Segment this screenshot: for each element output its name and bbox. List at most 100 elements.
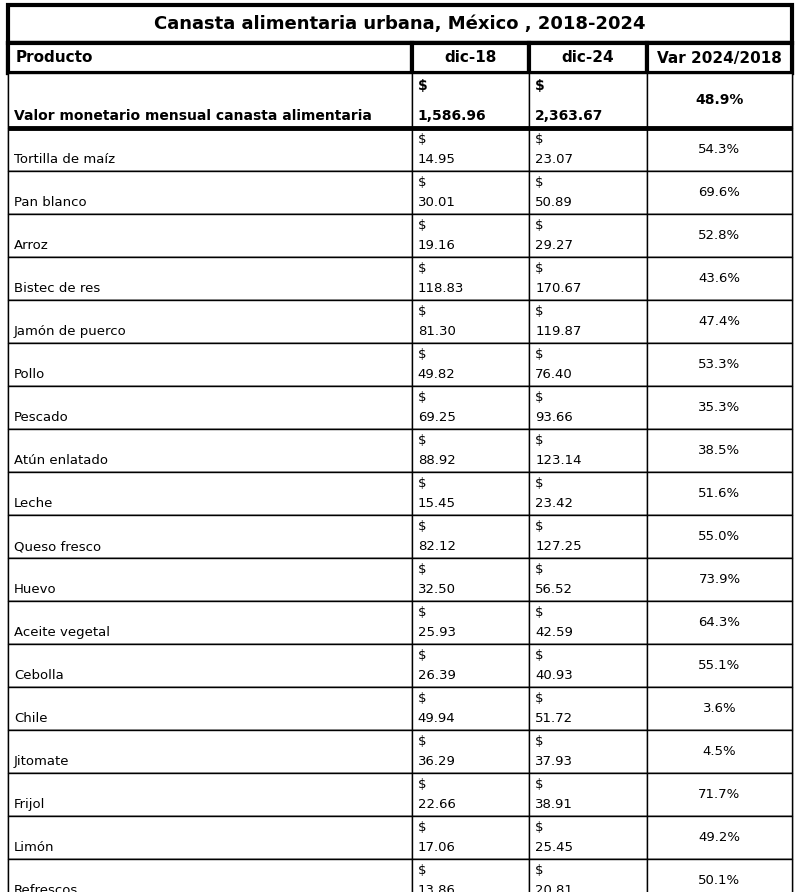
Text: 49.82: 49.82: [418, 368, 455, 381]
Text: 48.9%: 48.9%: [695, 94, 744, 108]
Text: $: $: [418, 176, 426, 189]
Bar: [530, 300, 647, 343]
Text: 30.01: 30.01: [418, 196, 456, 209]
Text: 170.67: 170.67: [535, 282, 582, 295]
Bar: [647, 386, 792, 429]
Bar: [647, 429, 792, 472]
Bar: [8, 343, 792, 386]
Text: 19.16: 19.16: [418, 239, 456, 252]
Text: $: $: [418, 606, 426, 619]
Bar: [412, 43, 530, 73]
Text: 52.8%: 52.8%: [698, 229, 741, 242]
Bar: [412, 816, 530, 859]
Bar: [8, 5, 792, 43]
Text: 55.0%: 55.0%: [698, 530, 741, 543]
Bar: [530, 128, 647, 171]
Bar: [647, 515, 792, 558]
Bar: [412, 773, 530, 816]
Text: 42.59: 42.59: [535, 626, 574, 639]
Bar: [530, 644, 647, 687]
Text: 38.5%: 38.5%: [698, 444, 741, 457]
Text: Frijol: Frijol: [14, 798, 46, 811]
Bar: [412, 429, 530, 472]
Bar: [412, 472, 530, 515]
Bar: [647, 257, 792, 300]
Text: Limón: Limón: [14, 841, 54, 854]
Bar: [412, 343, 530, 386]
Bar: [412, 601, 530, 644]
Bar: [647, 859, 792, 892]
Bar: [412, 515, 530, 558]
Text: $: $: [418, 305, 426, 318]
Text: 73.9%: 73.9%: [698, 573, 741, 586]
Text: 26.39: 26.39: [418, 669, 456, 682]
Text: $: $: [418, 79, 427, 93]
Text: Pollo: Pollo: [14, 368, 46, 381]
Text: $: $: [535, 520, 544, 533]
Text: 119.87: 119.87: [535, 325, 582, 338]
Bar: [647, 128, 792, 171]
Bar: [412, 257, 530, 300]
Text: $: $: [535, 79, 545, 93]
Text: 69.6%: 69.6%: [698, 186, 741, 199]
Text: 127.25: 127.25: [535, 540, 582, 553]
Text: 93.66: 93.66: [535, 411, 573, 424]
Text: $: $: [535, 348, 544, 361]
Text: Canasta alimentaria urbana, México , 2018-2024: Canasta alimentaria urbana, México , 201…: [154, 15, 646, 33]
Bar: [530, 257, 647, 300]
Text: $: $: [535, 219, 544, 232]
Text: 54.3%: 54.3%: [698, 143, 741, 156]
Bar: [8, 43, 412, 73]
Bar: [8, 859, 792, 892]
Bar: [8, 73, 792, 128]
Bar: [8, 558, 792, 601]
Text: 51.6%: 51.6%: [698, 487, 741, 500]
Text: 64.3%: 64.3%: [698, 616, 741, 629]
Text: $: $: [535, 477, 544, 490]
Bar: [8, 472, 792, 515]
Bar: [8, 171, 792, 214]
Text: $: $: [535, 262, 544, 275]
Bar: [412, 300, 530, 343]
Bar: [647, 773, 792, 816]
Bar: [647, 558, 792, 601]
Bar: [8, 43, 792, 73]
Bar: [647, 687, 792, 730]
Bar: [412, 171, 530, 214]
Bar: [8, 816, 792, 859]
Text: Tortilla de maíz: Tortilla de maíz: [14, 153, 115, 166]
Bar: [647, 601, 792, 644]
Text: 15.45: 15.45: [418, 497, 456, 510]
Bar: [8, 515, 792, 558]
Text: Valor monetario mensual canasta alimentaria: Valor monetario mensual canasta alimenta…: [14, 109, 372, 123]
Bar: [8, 257, 412, 300]
Bar: [647, 300, 792, 343]
Text: $: $: [418, 778, 426, 791]
Text: $: $: [418, 391, 426, 404]
Text: 20.81: 20.81: [535, 884, 574, 892]
Text: 25.93: 25.93: [418, 626, 456, 639]
Bar: [530, 515, 647, 558]
Bar: [8, 300, 412, 343]
Bar: [8, 730, 412, 773]
Text: Bistec de res: Bistec de res: [14, 282, 100, 295]
Text: $: $: [418, 520, 426, 533]
Text: Leche: Leche: [14, 497, 54, 510]
Bar: [530, 43, 647, 73]
Text: $: $: [535, 305, 544, 318]
Bar: [412, 73, 530, 128]
Bar: [412, 558, 530, 601]
Bar: [530, 773, 647, 816]
Text: 36.29: 36.29: [418, 755, 456, 768]
Text: $: $: [418, 735, 426, 748]
Bar: [8, 472, 412, 515]
Bar: [530, 214, 647, 257]
Bar: [647, 730, 792, 773]
Bar: [412, 386, 530, 429]
Text: $: $: [535, 176, 544, 189]
Text: $: $: [418, 348, 426, 361]
Bar: [8, 214, 412, 257]
Text: 40.93: 40.93: [535, 669, 573, 682]
Text: Cebolla: Cebolla: [14, 669, 64, 682]
Text: 50.89: 50.89: [535, 196, 573, 209]
